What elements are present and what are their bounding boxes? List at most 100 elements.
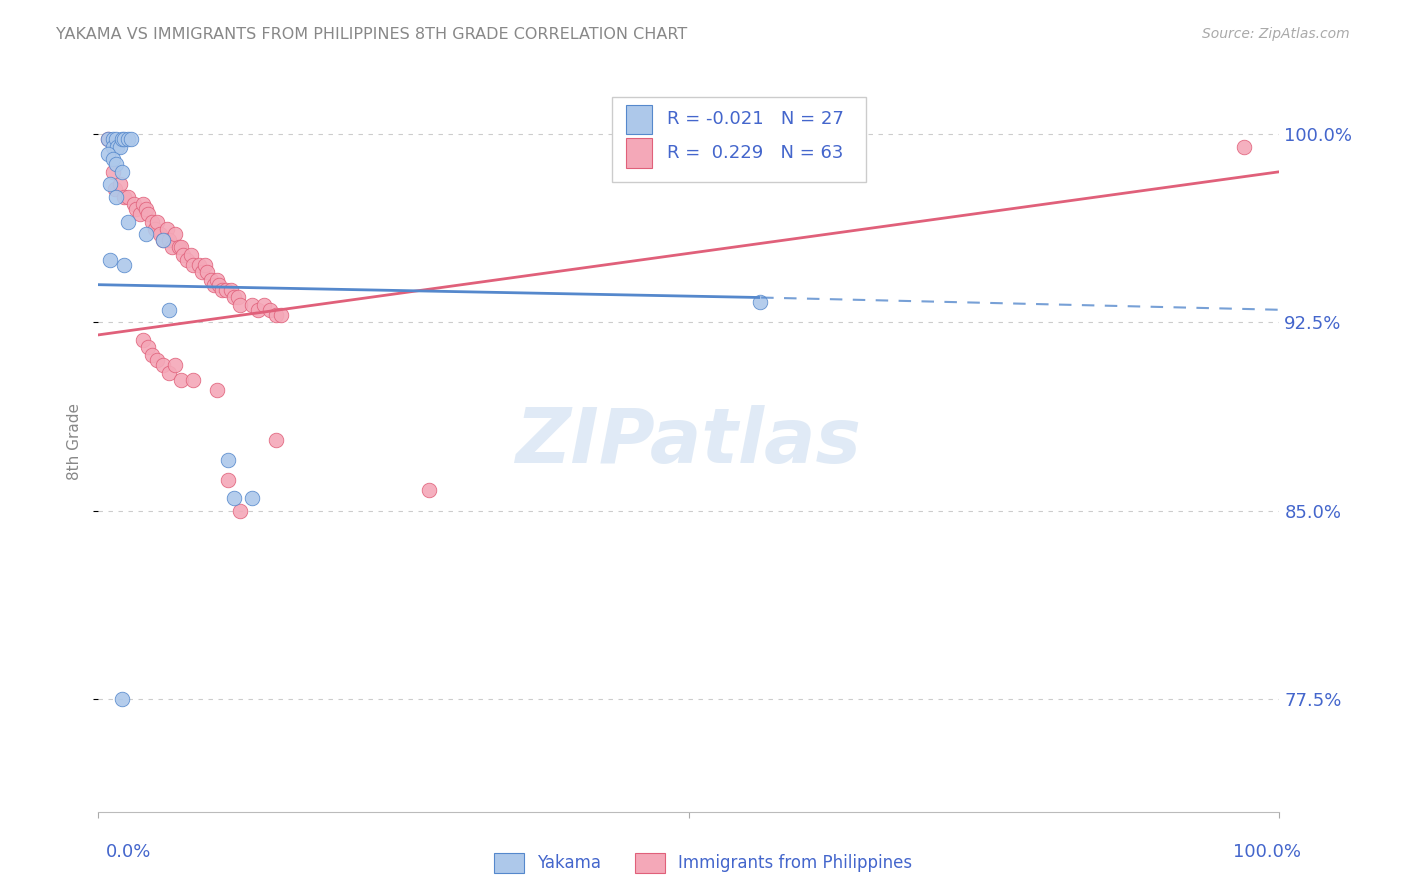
Point bbox=[152, 233, 174, 247]
Point bbox=[270, 308, 292, 322]
Point bbox=[128, 207, 150, 221]
Point bbox=[101, 139, 124, 153]
Point bbox=[157, 233, 180, 247]
Point bbox=[97, 132, 120, 146]
Point bbox=[264, 434, 287, 448]
Text: 100.0%: 100.0% bbox=[1233, 843, 1301, 861]
Point bbox=[181, 373, 204, 387]
Point bbox=[1233, 139, 1256, 153]
Point bbox=[141, 348, 163, 362]
Point bbox=[170, 240, 193, 254]
Point bbox=[217, 474, 239, 488]
Point bbox=[191, 265, 214, 279]
Point bbox=[135, 202, 157, 217]
Point bbox=[108, 178, 131, 192]
Bar bbox=[626, 138, 652, 168]
Point bbox=[111, 132, 134, 146]
Point bbox=[112, 190, 135, 204]
Point bbox=[253, 298, 276, 312]
Point bbox=[229, 503, 252, 517]
Point bbox=[187, 258, 209, 272]
Point bbox=[105, 157, 128, 171]
Point bbox=[194, 258, 217, 272]
Point bbox=[240, 491, 263, 505]
Point bbox=[224, 290, 246, 304]
Point bbox=[165, 227, 187, 242]
Point bbox=[141, 215, 163, 229]
Point bbox=[121, 132, 143, 146]
Point bbox=[200, 273, 222, 287]
Point bbox=[264, 308, 287, 322]
Point bbox=[229, 298, 252, 312]
Point bbox=[132, 333, 155, 347]
Point bbox=[101, 152, 124, 166]
Point bbox=[125, 202, 148, 217]
Point bbox=[172, 247, 194, 261]
Point bbox=[181, 258, 204, 272]
Point bbox=[105, 139, 128, 153]
Point bbox=[105, 132, 128, 146]
Point bbox=[111, 165, 134, 179]
Point bbox=[149, 227, 172, 242]
Point bbox=[217, 453, 239, 467]
Text: YAKAMA VS IMMIGRANTS FROM PHILIPPINES 8TH GRADE CORRELATION CHART: YAKAMA VS IMMIGRANTS FROM PHILIPPINES 8T… bbox=[56, 27, 688, 42]
Y-axis label: 8th Grade: 8th Grade bbox=[67, 403, 83, 480]
Point bbox=[112, 132, 135, 146]
Text: Source: ZipAtlas.com: Source: ZipAtlas.com bbox=[1202, 27, 1350, 41]
Point bbox=[108, 139, 131, 153]
FancyBboxPatch shape bbox=[612, 97, 866, 183]
Point bbox=[117, 190, 139, 204]
Text: ZIPatlas: ZIPatlas bbox=[516, 405, 862, 478]
Point bbox=[135, 227, 157, 242]
Point bbox=[111, 691, 134, 706]
Point bbox=[418, 483, 440, 498]
Point bbox=[101, 165, 124, 179]
Text: 0.0%: 0.0% bbox=[105, 843, 150, 861]
Bar bbox=[626, 104, 652, 135]
Point bbox=[101, 132, 124, 146]
Point bbox=[157, 366, 180, 380]
Point bbox=[132, 197, 155, 211]
Point bbox=[152, 358, 174, 372]
Point bbox=[259, 302, 281, 317]
Point bbox=[156, 222, 179, 236]
Point bbox=[226, 290, 249, 304]
Point bbox=[180, 247, 202, 261]
Point bbox=[146, 353, 169, 368]
Point bbox=[112, 258, 135, 272]
Point bbox=[215, 283, 238, 297]
Point bbox=[97, 147, 120, 161]
Point bbox=[104, 182, 127, 196]
Point bbox=[157, 302, 180, 317]
Point bbox=[176, 252, 198, 267]
Point bbox=[205, 273, 228, 287]
Point bbox=[224, 491, 246, 505]
Point bbox=[208, 277, 231, 292]
Point bbox=[219, 283, 242, 297]
Point bbox=[98, 178, 121, 192]
Point bbox=[748, 295, 770, 310]
Point bbox=[122, 197, 145, 211]
Point bbox=[117, 132, 139, 146]
Point bbox=[195, 265, 218, 279]
Point bbox=[160, 240, 183, 254]
Legend: Yakama, Immigrants from Philippines: Yakama, Immigrants from Philippines bbox=[488, 847, 918, 880]
Point bbox=[98, 252, 121, 267]
Point bbox=[136, 340, 159, 354]
Point bbox=[246, 302, 269, 317]
Point bbox=[152, 233, 174, 247]
Point bbox=[170, 373, 193, 387]
Point bbox=[205, 383, 228, 397]
Point bbox=[211, 283, 233, 297]
Point bbox=[117, 215, 139, 229]
Point bbox=[146, 215, 169, 229]
Point bbox=[167, 240, 190, 254]
Point bbox=[143, 222, 166, 236]
Point bbox=[202, 277, 225, 292]
Point bbox=[97, 132, 120, 146]
Text: R =  0.229   N = 63: R = 0.229 N = 63 bbox=[666, 144, 842, 161]
Text: R = -0.021   N = 27: R = -0.021 N = 27 bbox=[666, 111, 844, 128]
Point bbox=[240, 298, 263, 312]
Point bbox=[165, 358, 187, 372]
Point bbox=[136, 207, 159, 221]
